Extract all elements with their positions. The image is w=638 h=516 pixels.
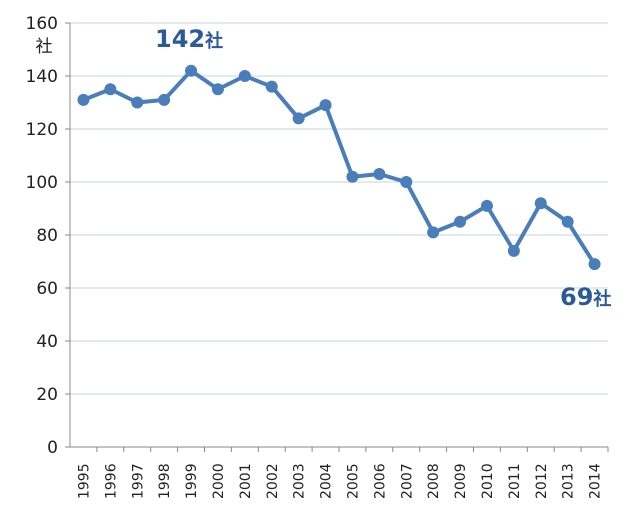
- data-point: [319, 99, 332, 112]
- y-tick-label: 100: [26, 173, 58, 193]
- data-point: [480, 199, 493, 212]
- y-tick-label: 60: [36, 279, 58, 299]
- data-point: [400, 176, 413, 188]
- data-point: [373, 168, 386, 181]
- x-tick-label: 2009: [453, 463, 469, 499]
- x-tick-label: 2005: [345, 463, 361, 499]
- y-tick-label: 140: [26, 67, 58, 87]
- x-tick-label: 2013: [561, 463, 577, 499]
- x-tick-label: 1997: [130, 463, 146, 499]
- y-tick-label: 120: [26, 120, 58, 140]
- y-tick-label: 80: [36, 226, 58, 246]
- data-point: [507, 244, 520, 257]
- x-tick-label: 2014: [588, 463, 604, 499]
- y-tick-label: 160: [26, 14, 58, 34]
- data-point: [238, 70, 251, 82]
- x-tick-label: 2008: [426, 463, 442, 499]
- data-point: [158, 93, 171, 106]
- y-tick-label: 40: [36, 332, 58, 352]
- x-tick-label: 2000: [211, 463, 227, 499]
- data-point: [77, 93, 90, 106]
- data-point: [185, 64, 198, 77]
- x-tick-label: 1996: [103, 463, 119, 499]
- x-tick-label: 1995: [76, 463, 92, 499]
- x-tick-label: 2002: [265, 463, 281, 499]
- data-annotation: 142社: [155, 25, 223, 53]
- y-tick-label: 20: [36, 385, 58, 405]
- x-tick-label: 1998: [157, 463, 173, 499]
- data-point: [534, 197, 547, 210]
- x-tick-label: 2007: [399, 463, 415, 499]
- x-tick-label: 2001: [238, 463, 254, 499]
- series-line: [82, 68, 597, 266]
- y-axis-unit: 社: [36, 37, 53, 57]
- data-point: [131, 96, 144, 109]
- data-annotation: 69社: [560, 283, 611, 311]
- x-tick-label: 1999: [184, 463, 200, 499]
- data-point: [292, 112, 305, 125]
- data-point: [211, 83, 224, 96]
- data-point: [265, 80, 278, 93]
- data-point: [427, 226, 440, 239]
- x-tick-label: 2010: [480, 463, 496, 499]
- x-tick-label: 2011: [507, 463, 523, 499]
- data-point: [454, 215, 467, 228]
- x-tick-label: 2004: [319, 463, 335, 499]
- x-tick-label: 2006: [372, 463, 388, 499]
- data-point: [346, 170, 359, 183]
- data-point: [588, 258, 601, 271]
- x-tick-label: 2003: [292, 463, 308, 499]
- data-point: [104, 83, 117, 96]
- x-tick-label: 2012: [534, 463, 550, 499]
- y-tick-label: 0: [47, 438, 58, 458]
- data-point: [561, 215, 574, 228]
